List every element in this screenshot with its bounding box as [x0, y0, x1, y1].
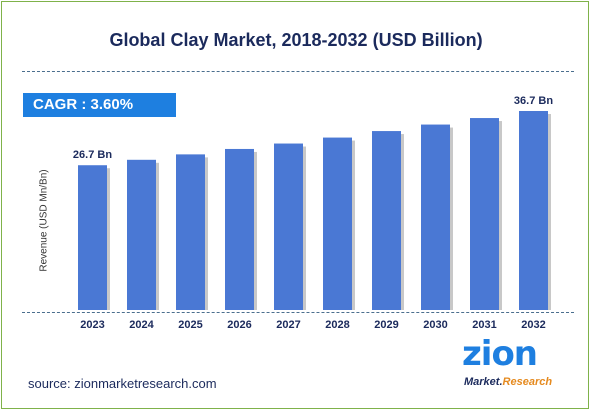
data-label: 26.7 Bn — [73, 149, 112, 161]
chart-title: Global Clay Market, 2018-2032 (USD Billi… — [109, 30, 483, 50]
data-label: 36.7 Bn — [514, 95, 553, 107]
bar-2032 — [519, 111, 548, 310]
x-tick-label: 2023 — [80, 319, 104, 331]
x-tick-label: 2028 — [325, 319, 349, 331]
x-tick-label: 2024 — [129, 319, 154, 331]
bar-2030 — [421, 124, 450, 311]
x-tick-label: 2027 — [276, 319, 300, 331]
x-tick-label: 2031 — [472, 319, 496, 331]
bar-2031 — [470, 118, 499, 311]
bar-2027 — [274, 143, 303, 310]
logo-wordmark: zion — [462, 334, 538, 374]
source-text: source: zionmarketresearch.com — [28, 376, 217, 391]
bar-2029 — [372, 131, 401, 310]
bottom-divider — [22, 312, 574, 313]
bar-2025 — [176, 154, 205, 310]
top-divider — [22, 71, 574, 72]
bar-2024 — [127, 159, 156, 310]
x-tick-label: 2030 — [423, 319, 447, 331]
cagr-badge: CAGR : 3.60% — [23, 93, 176, 117]
bar-2026 — [225, 148, 254, 310]
x-tick-label: 2032 — [521, 319, 545, 331]
bar-2028 — [323, 137, 352, 310]
x-tick-label: 2026 — [227, 319, 251, 331]
zion-logo: zion Market.Research — [462, 334, 562, 394]
logo-subtitle: Market.Research — [464, 376, 553, 388]
bar-2023 — [78, 165, 107, 310]
x-tick-label: 2029 — [374, 319, 398, 331]
x-tick-label: 2025 — [178, 319, 202, 331]
